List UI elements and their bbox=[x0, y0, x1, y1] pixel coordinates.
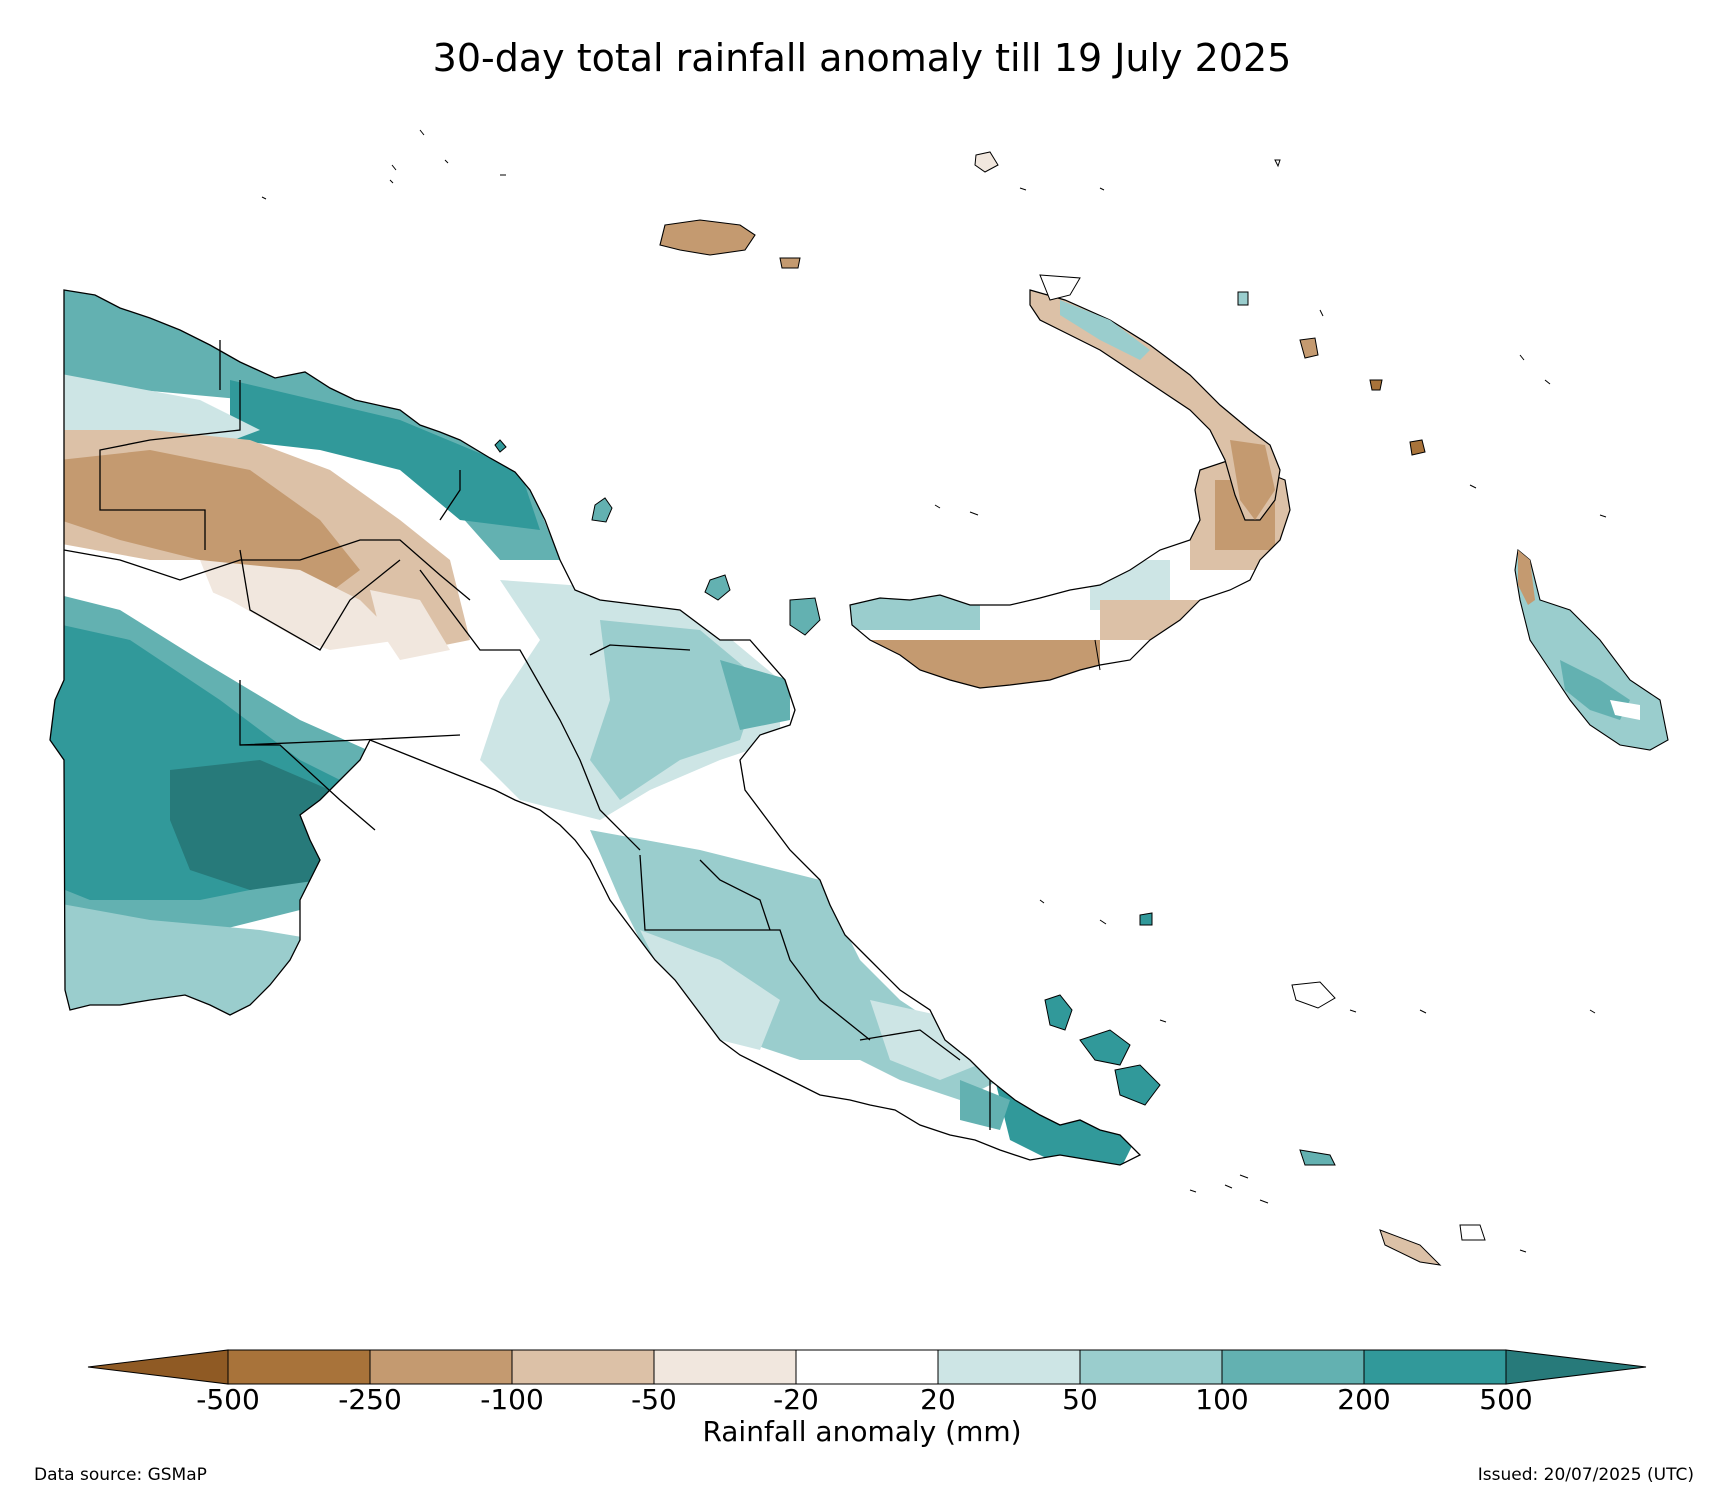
colorbar-tick: 500 bbox=[1479, 1383, 1533, 1416]
mainland-anomaly-zones bbox=[50, 290, 1140, 1165]
southeast-islands bbox=[1044, 912, 1486, 1266]
colorbar-tick: 200 bbox=[1337, 1383, 1391, 1416]
map-title: 30-day total rainfall anomaly till 19 Ju… bbox=[432, 36, 1292, 80]
rainfall-anomaly-map bbox=[49, 129, 1669, 1266]
new-ireland bbox=[1029, 274, 1281, 521]
colorbar-segment-pos200 bbox=[1363, 1349, 1507, 1385]
data-source-note: Data source: GSMaP bbox=[34, 1465, 207, 1485]
colorbar-tick: -250 bbox=[338, 1383, 402, 1416]
bougainville-island bbox=[1514, 548, 1669, 751]
colorbar-tick: 50 bbox=[1062, 1383, 1098, 1416]
mainland-outline bbox=[49, 289, 1142, 1166]
new-britain bbox=[849, 459, 1291, 689]
colorbar-tick: -50 bbox=[631, 1383, 677, 1416]
colorbar-segment-pos20 bbox=[937, 1349, 1081, 1385]
colorbar-over-triangle bbox=[1505, 1349, 1647, 1385]
colorbar-segment-pos100 bbox=[1221, 1349, 1365, 1385]
northern-islands bbox=[494, 151, 1426, 636]
colorbar-tick: -500 bbox=[196, 1383, 260, 1416]
colorbar-tick: -20 bbox=[773, 1383, 819, 1416]
colorbar-segment-pos50 bbox=[1079, 1349, 1223, 1385]
colorbar-segment-neutral bbox=[795, 1349, 939, 1385]
island-specks bbox=[261, 129, 1607, 1253]
colorbar-under-triangle bbox=[87, 1349, 229, 1385]
colorbar-segment-neg50 bbox=[653, 1349, 797, 1385]
colorbar bbox=[87, 1349, 1647, 1385]
colorbar-tick: -100 bbox=[480, 1383, 544, 1416]
manus-island bbox=[659, 219, 801, 269]
colorbar-segment-neg250 bbox=[369, 1349, 513, 1385]
colorbar-label: Rainfall anomaly (mm) bbox=[702, 1415, 1022, 1448]
colorbar-tick: 20 bbox=[920, 1383, 956, 1416]
colorbar-segment-neg500 bbox=[227, 1349, 371, 1385]
colorbar-tick: 100 bbox=[1195, 1383, 1249, 1416]
colorbar-segment-neg100 bbox=[511, 1349, 655, 1385]
issued-date-note: Issued: 20/07/2025 (UTC) bbox=[1477, 1465, 1694, 1485]
